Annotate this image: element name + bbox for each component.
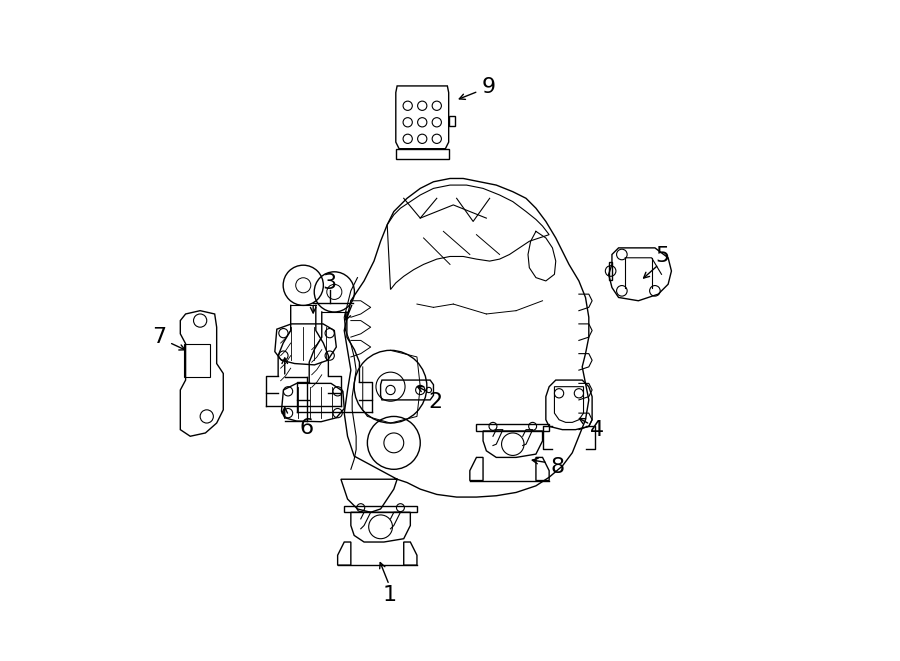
Text: 9: 9: [482, 77, 495, 97]
Text: 7: 7: [152, 327, 166, 347]
Text: 1: 1: [382, 585, 396, 605]
Text: 5: 5: [656, 247, 670, 266]
Text: 3: 3: [322, 273, 337, 293]
Text: 6: 6: [300, 418, 313, 438]
Text: 2: 2: [428, 392, 443, 412]
Text: 4: 4: [590, 420, 605, 440]
Text: 8: 8: [550, 457, 564, 477]
